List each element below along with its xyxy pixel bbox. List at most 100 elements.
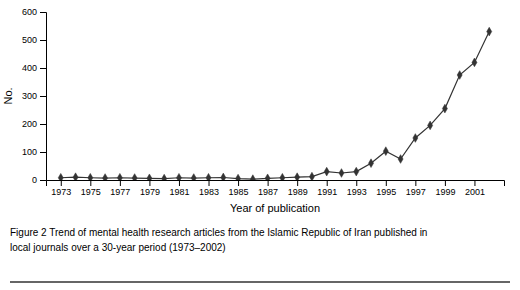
x-tick: 1993 — [347, 180, 367, 197]
y-tick-mark — [40, 40, 46, 41]
marker — [413, 134, 418, 143]
x-tick-mark — [238, 180, 239, 186]
x-tick-label: 1993 — [347, 187, 367, 197]
x-tick-label: 1977 — [110, 187, 130, 197]
x-tick-label: 1981 — [169, 187, 189, 197]
marker — [354, 167, 359, 176]
marker — [206, 173, 211, 180]
line — [61, 32, 489, 180]
y-tick-label: 400 — [22, 63, 37, 73]
y-tick-mark — [40, 96, 46, 97]
x-tick-label: 1973 — [51, 187, 71, 197]
x-tick: 1977 — [110, 180, 130, 197]
y-tick-label: 300 — [22, 91, 37, 101]
x-tick-label: 1985 — [229, 187, 249, 197]
y-tick: 0 — [32, 175, 46, 185]
x-tick: 1989 — [288, 180, 308, 197]
marker — [147, 174, 152, 180]
x-tick: 1999 — [435, 180, 455, 197]
marks — [58, 27, 491, 180]
marker — [162, 174, 167, 180]
marker — [221, 173, 226, 180]
x-tick: 1997 — [406, 180, 426, 197]
marker — [309, 172, 314, 180]
marker — [487, 27, 492, 36]
x-tick-label: 1987 — [258, 187, 278, 197]
x-tick: 1973 — [51, 180, 71, 197]
x-tick-mark — [61, 180, 62, 186]
y-tick: 500 — [22, 35, 46, 45]
y-tick: 200 — [22, 119, 46, 129]
marker — [324, 167, 329, 176]
x-tick: 1987 — [258, 180, 278, 197]
x-tick-label: 1991 — [317, 187, 337, 197]
y-tick-mark — [40, 12, 46, 13]
x-tick-mark — [90, 180, 91, 186]
x-tick-label: 2001 — [465, 187, 485, 197]
y-tick: 100 — [22, 147, 46, 157]
x-tick-label: 1999 — [435, 187, 455, 197]
y-tick: 300 — [22, 91, 46, 101]
marker — [398, 155, 403, 164]
y-tick: 400 — [22, 63, 46, 73]
marker — [58, 173, 63, 180]
x-tick: 1975 — [81, 180, 101, 197]
y-tick-mark — [40, 124, 46, 125]
marker — [73, 173, 78, 180]
marker — [250, 175, 255, 180]
chart: 1973 1975 1977 1979 1981 1983 1985 1987 1989 1991… — [0, 0, 520, 290]
y-tick-label: 0 — [32, 175, 37, 185]
rule — [10, 281, 510, 283]
x-axis: 1973 1975 1977 1979 1981 1983 1985 1987 1989 1991… — [47, 180, 505, 197]
marker — [383, 147, 388, 156]
marker — [191, 174, 196, 180]
x-tick-mark — [474, 180, 475, 186]
marker — [472, 58, 477, 67]
marker — [117, 173, 122, 180]
marker — [103, 174, 108, 180]
y-tick-label: 500 — [22, 35, 37, 45]
marker — [236, 174, 241, 180]
x-tick-mark — [297, 180, 298, 186]
y-axis-line — [40, 13, 47, 181]
x-tick-mark — [209, 180, 210, 186]
y-tick-label: 200 — [22, 119, 37, 129]
y-tick-mark — [40, 180, 46, 181]
x-tick-mark — [356, 180, 357, 186]
y-axis: 0 100 200 300 400 500 600 — [22, 7, 47, 185]
x-tick: 2001 — [465, 180, 485, 197]
marker — [176, 173, 181, 180]
plot: 1973 1975 1977 1979 1981 1983 1985 1987 1989 1991… — [2, 7, 505, 214]
x-axis-line — [47, 181, 505, 187]
x-tick-mark — [327, 180, 328, 186]
y-tick-mark — [40, 68, 46, 69]
marker — [295, 173, 300, 180]
marker — [280, 173, 285, 180]
x-tick-mark — [268, 180, 269, 186]
y-tick: 600 — [22, 7, 46, 17]
x-tick-mark — [179, 180, 180, 186]
marker — [132, 174, 137, 180]
marker — [428, 121, 433, 130]
marker — [88, 173, 93, 180]
x-tick: 1991 — [317, 180, 337, 197]
x-tick-label: 1989 — [288, 187, 308, 197]
x-tick-label: 1983 — [199, 187, 219, 197]
marker — [339, 169, 344, 178]
x-tick: 1981 — [169, 180, 189, 197]
x-tick-label: 1975 — [81, 187, 101, 197]
x-tick-mark — [149, 180, 150, 186]
x-tick-mark — [386, 180, 387, 186]
caption: local journals over a 30-year period (19… — [10, 242, 226, 253]
x-tick-mark — [415, 180, 416, 186]
marker — [265, 174, 270, 180]
y-tick-mark — [40, 152, 46, 153]
x-tick-mark — [445, 180, 446, 186]
x-tick: 1979 — [140, 180, 160, 197]
x-tick-label: 1995 — [376, 187, 396, 197]
marker — [369, 159, 374, 168]
x-tick-label: 1997 — [406, 187, 426, 197]
x-tick: 1983 — [199, 180, 219, 197]
marker — [457, 71, 462, 80]
y-tick-label: 100 — [22, 147, 37, 157]
